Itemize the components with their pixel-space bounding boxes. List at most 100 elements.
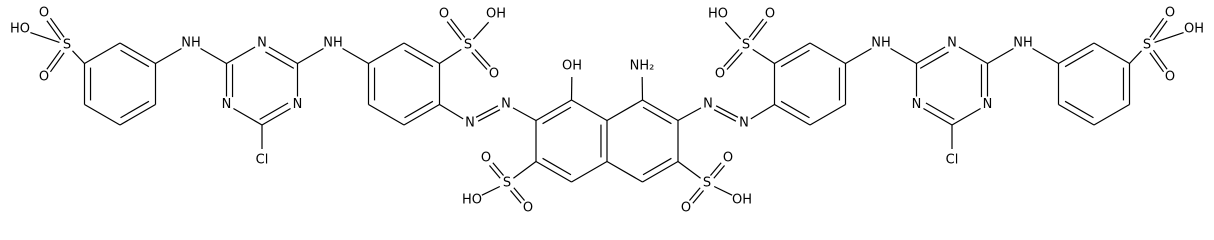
bond (72, 50, 85, 64)
atom-label: O (39, 6, 49, 21)
bond (958, 46, 988, 65)
bond (535, 160, 572, 183)
bond (1149, 17, 1165, 38)
bond (1064, 49, 1094, 68)
bond (715, 105, 739, 118)
bond (752, 48, 775, 65)
bond (1129, 50, 1142, 64)
bond (1093, 103, 1130, 126)
bond (1064, 100, 1094, 119)
bond (512, 107, 537, 122)
bond (368, 42, 405, 65)
atom-label: S (742, 38, 750, 53)
bond (710, 162, 722, 176)
bond (1154, 31, 1184, 43)
bond (450, 18, 466, 38)
atom-label: O (765, 7, 775, 22)
bond (477, 109, 501, 122)
bond (642, 157, 672, 176)
bond (1093, 42, 1130, 65)
bond (119, 42, 156, 65)
atom-label: NH (323, 36, 343, 51)
bond (925, 102, 955, 120)
bond (1152, 20, 1168, 41)
bond (774, 103, 811, 126)
atom-label: S (703, 176, 711, 191)
atom-label: O (1165, 6, 1175, 21)
bond (474, 49, 491, 67)
bond (155, 47, 182, 65)
atom-label: N (257, 36, 267, 51)
bond (606, 160, 643, 183)
atom-label: S (464, 38, 472, 53)
bond (1032, 47, 1059, 65)
bond (200, 47, 227, 65)
bond (513, 187, 525, 201)
bond (542, 106, 572, 125)
bond (226, 46, 256, 65)
bond (120, 49, 150, 68)
bond (1152, 49, 1168, 70)
bond (1149, 52, 1165, 73)
bond (890, 47, 917, 65)
atom-label: N (983, 97, 993, 112)
bond (750, 103, 775, 120)
bond (268, 46, 298, 65)
atom-label: N (465, 116, 475, 131)
atom-label: OH (486, 7, 506, 22)
bond (513, 161, 537, 179)
bond (49, 17, 65, 38)
atom-label: O (681, 201, 691, 216)
bond (726, 52, 743, 70)
atom-label: O (715, 67, 725, 82)
atom-label: O (1165, 70, 1175, 85)
bond (471, 52, 488, 70)
bond (49, 52, 65, 73)
bond (403, 103, 440, 126)
bond (439, 48, 462, 65)
bond (780, 100, 810, 119)
bond (677, 107, 702, 122)
atom-label: NH (1013, 36, 1033, 51)
bond (342, 47, 369, 65)
bond (951, 107, 981, 126)
bond (439, 103, 464, 120)
bond (404, 100, 434, 119)
bond (571, 160, 608, 183)
bond (535, 99, 572, 122)
bond (713, 165, 725, 179)
atom-label: N (293, 97, 303, 112)
bond (30, 31, 60, 43)
bond (542, 157, 572, 176)
bond (261, 107, 291, 126)
bond (916, 46, 946, 65)
atom-label: Cl (946, 153, 959, 168)
bond (780, 49, 810, 68)
bond (475, 105, 499, 118)
bond (606, 99, 643, 122)
bond (297, 47, 324, 65)
bond (689, 187, 701, 201)
bond (642, 106, 672, 125)
bond (510, 190, 522, 204)
atom-label: O (39, 70, 49, 85)
bond (46, 49, 62, 70)
atom-label: N (912, 97, 922, 112)
atom-label: OH (1184, 22, 1204, 37)
bond (809, 103, 846, 126)
bond (987, 47, 1014, 65)
atom-label: Cl (256, 153, 269, 168)
bond (119, 103, 156, 126)
bond (1058, 42, 1095, 65)
atom-label: OH (732, 193, 752, 208)
bond (723, 49, 740, 67)
bond (919, 51, 949, 69)
bond (84, 42, 121, 65)
atom-label: NH₂ (630, 59, 655, 74)
bond (845, 47, 872, 65)
atom-label: HO (708, 7, 728, 22)
atom-label: O (481, 151, 491, 166)
bond (446, 21, 462, 41)
bond (472, 21, 490, 40)
bond (368, 103, 405, 126)
